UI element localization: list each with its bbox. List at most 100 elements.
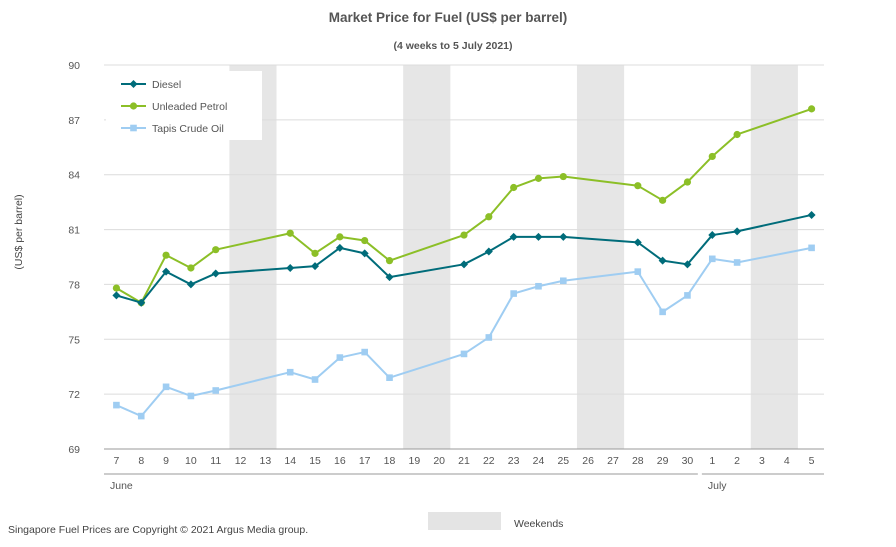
data-point-diesel: [137, 298, 146, 307]
data-point-diesel: [807, 210, 816, 219]
x-tick-label: 16: [334, 455, 346, 467]
data-point-diesel: [460, 260, 468, 269]
legend-marker: [129, 102, 138, 110]
data-point-unleaded-petrol: [683, 178, 692, 186]
data-point-tapis-crude-oil: [659, 308, 666, 316]
x-tick-label: 12: [235, 455, 247, 467]
data-point-unleaded-petrol: [733, 130, 741, 139]
data-point-unleaded-petrol: [361, 236, 369, 245]
data-point-tapis-crude-oil: [708, 255, 716, 263]
data-point-unleaded-petrol: [807, 105, 816, 113]
data-point-tapis-crude-oil: [510, 290, 517, 297]
copyright-footer: Singapore Fuel Prices are Copyright © 20…: [8, 524, 308, 536]
legend-label: Diesel: [152, 79, 181, 91]
x-tick-label: 15: [309, 455, 321, 467]
x-tick-label: 22: [483, 455, 495, 467]
x-tick-label: 25: [557, 455, 569, 467]
data-point-diesel: [286, 263, 295, 272]
data-point-diesel: [534, 232, 543, 241]
data-point-unleaded-petrol: [385, 257, 394, 265]
data-point-tapis-crude-oil: [187, 392, 195, 400]
x-tick-label: 28: [632, 455, 644, 467]
data-point-tapis-crude-oil: [212, 387, 220, 394]
x-tick-label: 7: [113, 455, 119, 467]
data-point-diesel: [633, 238, 642, 247]
series-line-diesel: [116, 213, 812, 304]
data-point-tapis-crude-oil: [733, 259, 741, 266]
legend-marker: [130, 124, 137, 132]
x-tick-label: 20: [433, 455, 445, 467]
y-tick-label: 78: [68, 279, 80, 291]
y-axis-label: (US$ per barrel): [13, 194, 25, 269]
x-tick-label: 19: [409, 455, 421, 467]
data-point-diesel: [733, 227, 742, 236]
weekend-band: [403, 65, 451, 449]
data-point-diesel: [658, 256, 667, 265]
x-tick-label: 24: [533, 455, 545, 467]
data-point-tapis-crude-oil: [311, 376, 319, 383]
x-tick-label: 18: [384, 455, 396, 467]
legend-label: Unleaded Petrol: [152, 101, 227, 113]
data-point-unleaded-petrol: [162, 251, 170, 259]
data-point-diesel: [559, 232, 568, 241]
y-tick-label: 81: [68, 225, 80, 237]
y-tick-label: 75: [68, 334, 80, 346]
data-point-tapis-crude-oil: [535, 282, 542, 290]
y-tick-label: 69: [68, 444, 80, 456]
x-tick-label: 30: [682, 455, 694, 467]
data-point-diesel: [162, 267, 171, 276]
legend-item-diesel: Diesel: [121, 79, 181, 91]
data-point-tapis-crude-oil: [162, 383, 170, 391]
data-point-unleaded-petrol: [336, 233, 344, 241]
x-tick-label: 1: [709, 455, 715, 467]
data-point-unleaded-petrol: [187, 264, 195, 272]
data-point-tapis-crude-oil: [808, 244, 815, 252]
weekend-legend-label: Weekends: [514, 518, 563, 530]
legend-item-unleaded-petrol: Unleaded Petrol: [121, 101, 227, 113]
data-point-diesel: [311, 262, 320, 271]
x-tick-label: 9: [163, 455, 169, 467]
data-point-diesel: [683, 260, 692, 269]
data-point-diesel: [186, 280, 195, 289]
legend-item-tapis-crude-oil: Tapis Crude Oil: [121, 123, 224, 135]
data-point-unleaded-petrol: [708, 152, 716, 161]
x-tick-label: 13: [260, 455, 272, 467]
data-point-unleaded-petrol: [634, 182, 642, 190]
data-point-tapis-crude-oil: [460, 350, 468, 358]
x-tick-label: 10: [185, 455, 197, 467]
series-lines: [112, 105, 816, 420]
data-point-tapis-crude-oil: [286, 368, 294, 376]
chart-title: Market Price for Fuel (US$ per barrel): [329, 10, 568, 25]
weekend-swatch: [428, 512, 501, 530]
data-point-tapis-crude-oil: [684, 292, 691, 299]
y-tick-label: 90: [68, 60, 80, 72]
data-point-diesel: [335, 243, 344, 252]
data-point-tapis-crude-oil: [113, 401, 120, 409]
data-point-tapis-crude-oil: [336, 354, 344, 361]
data-point-diesel: [509, 232, 518, 241]
y-tick-label: 72: [68, 389, 80, 401]
x-tick-label: 2: [734, 455, 740, 467]
x-tick-label: 23: [508, 455, 520, 467]
data-point-unleaded-petrol: [212, 246, 220, 254]
x-tick-label: 29: [657, 455, 669, 467]
data-point-diesel: [708, 231, 717, 240]
y-tick-label: 87: [68, 115, 80, 127]
x-tick-label: 27: [607, 455, 619, 467]
data-point-unleaded-petrol: [485, 213, 493, 221]
data-point-tapis-crude-oil: [361, 348, 368, 356]
data-point-diesel: [484, 247, 493, 256]
month-label: June: [110, 480, 133, 492]
x-tick-label: 8: [138, 455, 144, 467]
data-point-unleaded-petrol: [510, 183, 518, 192]
data-point-diesel: [385, 273, 394, 282]
data-point-tapis-crude-oil: [137, 412, 145, 420]
x-tick-label: 11: [210, 455, 221, 467]
chart-subtitle: (4 weeks to 5 July 2021): [393, 40, 512, 52]
legend: Diesel Unleaded Petrol Tapis Crude Oil: [106, 71, 262, 140]
data-point-tapis-crude-oil: [386, 374, 393, 381]
x-tick-label: 17: [359, 455, 371, 467]
data-point-unleaded-petrol: [112, 284, 121, 292]
data-point-tapis-crude-oil: [634, 268, 642, 275]
